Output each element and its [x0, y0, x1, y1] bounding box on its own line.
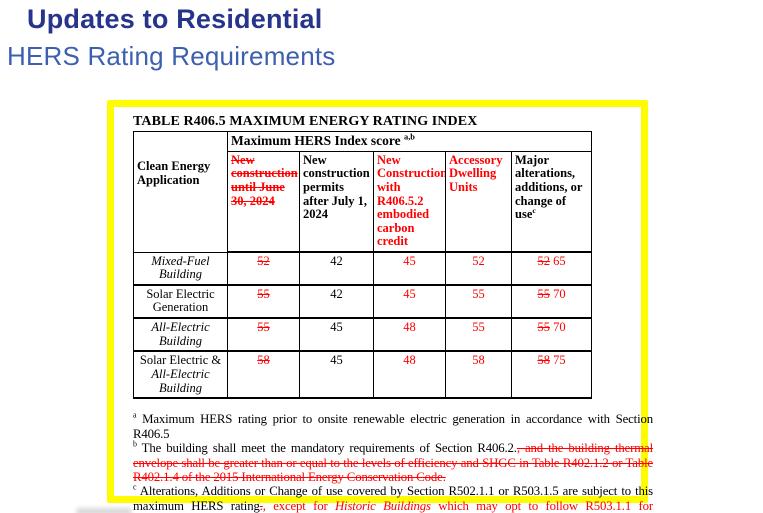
table-header-row-columns: New construction until June 30, 2024 New…	[134, 150, 592, 254]
cell-embodied-score: 48	[373, 350, 446, 400]
col-header-new-construction-until-june: New construction until June 30, 2024	[227, 150, 300, 254]
page-title: Updates to Residential	[27, 4, 323, 34]
col-header-major-alterations: Major alterations, additions, or change …	[511, 150, 592, 254]
row-label: Mixed-Fuel Building	[133, 251, 228, 286]
footnote-c: c Alterations, Additions or Change of us…	[133, 484, 653, 513]
energy-rating-table: Clean Energy Application Maximum HERS In…	[133, 131, 592, 400]
cell-major-score: 52 65	[511, 251, 592, 286]
table-row-mixed-fuel: Mixed-Fuel Building 52 42 45 52 52 65	[133, 251, 592, 286]
footnote-b-marker: b	[133, 439, 137, 449]
col-header-clean-energy-application: Clean Energy Application	[133, 131, 228, 253]
highlight-box: TABLE R406.5 MAXIMUM ENERGY RATING INDEX…	[107, 100, 653, 513]
footnote-b: b The building shall meet the mandatory …	[133, 439, 653, 485]
table-footnotes: a Maximum HERS rating prior to onsite re…	[133, 410, 653, 513]
footnote-b-deleted-text: , and the building thermal envelope shal…	[133, 441, 653, 485]
cell-new-permit-score: 45	[299, 350, 374, 400]
footnote-marker-ab: a,b	[404, 132, 415, 142]
col-header-accessory-dwelling-units: Accessory Dwelling Units	[445, 150, 512, 254]
col-header-embodied-carbon-credit: New Construction with R406.5.2 embodied …	[373, 150, 446, 254]
table-caption: TABLE R406.5 MAXIMUM ENERGY RATING INDEX	[133, 114, 478, 129]
cell-old-score: 52	[227, 251, 300, 286]
col-header-new-construction-after-july: New construction permits after July 1, 2…	[299, 150, 374, 254]
cell-new-permit-score: 42	[299, 284, 374, 320]
footnote-c-marker: c	[133, 483, 137, 493]
footnote-c-added-text: , except for Historic Buildings which ma…	[262, 498, 653, 513]
cell-old-score: 55	[227, 284, 300, 320]
cell-major-score: 55 70	[511, 284, 592, 320]
cell-old-score: 55	[227, 317, 300, 353]
cell-embodied-score: 45	[373, 284, 446, 320]
row-label: Solar Electric Generation	[133, 284, 228, 320]
cell-old-score: 58	[227, 350, 300, 400]
row-label: Solar Electric & All-Electric Building	[133, 350, 228, 400]
cell-major-score: 55 70	[511, 317, 592, 353]
cell-adu-score: 58	[445, 350, 512, 400]
footnote-c-deleted-period: .	[259, 498, 263, 513]
footnote-a: a Maximum HERS rating prior to onsite re…	[133, 410, 653, 441]
cell-adu-score: 55	[445, 317, 512, 353]
col-header-max-hers-score: Maximum HERS Index score a,b	[227, 131, 592, 152]
cropped-edge-artifact	[76, 508, 132, 513]
cell-adu-score: 55	[445, 284, 512, 320]
footnote-marker-c: c	[532, 206, 536, 216]
cell-embodied-score: 48	[373, 317, 446, 353]
cell-adu-score: 52	[445, 251, 512, 286]
footnote-a-marker: a	[133, 410, 137, 420]
table-row-all-electric: All-Electric Building 55 45 48 55 55 70	[133, 317, 592, 353]
page-subtitle: HERS Rating Requirements	[7, 41, 336, 71]
table-row-solar-electric-generation: Solar Electric Generation 55 42 45 55 55…	[133, 284, 592, 320]
table-header-row-span: Clean Energy Application Maximum HERS In…	[133, 131, 592, 253]
table-row-solar-and-all-electric: Solar Electric & All-Electric Building 5…	[133, 350, 592, 400]
cell-new-permit-score: 45	[299, 317, 374, 353]
cell-major-score: 58 75	[511, 350, 592, 400]
row-label: All-Electric Building	[133, 317, 228, 353]
cell-new-permit-score: 42	[299, 251, 374, 286]
cell-embodied-score: 45	[373, 251, 446, 286]
